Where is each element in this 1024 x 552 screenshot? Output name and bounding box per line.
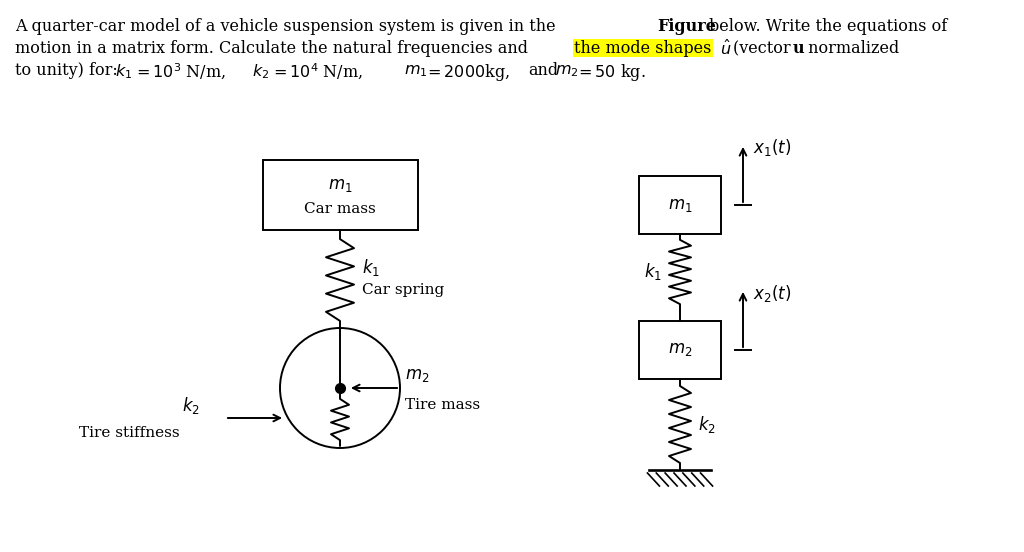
Text: to unity) for:: to unity) for: bbox=[15, 62, 123, 79]
Text: the mode shapes: the mode shapes bbox=[574, 40, 712, 57]
Text: Car mass: Car mass bbox=[304, 202, 376, 216]
Text: $m_2$: $m_2$ bbox=[555, 62, 579, 79]
Text: Tire mass: Tire mass bbox=[406, 398, 480, 412]
Text: $k_1$: $k_1$ bbox=[644, 262, 662, 283]
Text: Car spring: Car spring bbox=[362, 283, 444, 297]
Text: $\hat{u}$: $\hat{u}$ bbox=[715, 40, 731, 59]
Text: u: u bbox=[793, 40, 805, 57]
Circle shape bbox=[280, 328, 400, 448]
Text: $m_2$: $m_2$ bbox=[668, 342, 692, 358]
Text: and: and bbox=[528, 62, 558, 79]
Bar bbox=[573, 39, 713, 57]
Text: $=10^3$ N/m,: $=10^3$ N/m, bbox=[133, 62, 226, 82]
Text: motion in a matrix form. Calculate the natural frequencies and: motion in a matrix form. Calculate the n… bbox=[15, 40, 534, 57]
Text: $m_2$: $m_2$ bbox=[406, 368, 429, 385]
Text: $= 50$ kg.: $= 50$ kg. bbox=[575, 62, 646, 83]
Text: A quarter-car model of a vehicle suspension system is given in the: A quarter-car model of a vehicle suspens… bbox=[15, 18, 561, 35]
Text: $=2000$kg,: $=2000$kg, bbox=[424, 62, 510, 83]
Text: $= 10^4$ N/m,: $= 10^4$ N/m, bbox=[270, 62, 362, 82]
Text: $k_2$: $k_2$ bbox=[252, 62, 269, 81]
Text: Figure: Figure bbox=[657, 18, 716, 35]
Text: $m_1$: $m_1$ bbox=[328, 177, 352, 194]
Text: below. Write the equations of: below. Write the equations of bbox=[709, 18, 947, 35]
Text: $k_2$: $k_2$ bbox=[182, 395, 200, 417]
Text: $k_1$: $k_1$ bbox=[362, 257, 380, 279]
Text: Tire stiffness: Tire stiffness bbox=[80, 426, 180, 440]
Bar bbox=[639, 321, 721, 379]
Text: $m_1$: $m_1$ bbox=[404, 62, 428, 79]
Text: $x_1(t)$: $x_1(t)$ bbox=[753, 137, 792, 158]
Text: (vector: (vector bbox=[733, 40, 796, 57]
Text: $x_2(t)$: $x_2(t)$ bbox=[753, 283, 792, 304]
Text: $m_1$: $m_1$ bbox=[668, 197, 692, 214]
Text: $k_2$: $k_2$ bbox=[698, 414, 716, 435]
Text: normalized: normalized bbox=[803, 40, 899, 57]
Text: $k_1$: $k_1$ bbox=[115, 62, 132, 81]
Bar bbox=[639, 176, 721, 234]
Bar bbox=[262, 160, 418, 230]
